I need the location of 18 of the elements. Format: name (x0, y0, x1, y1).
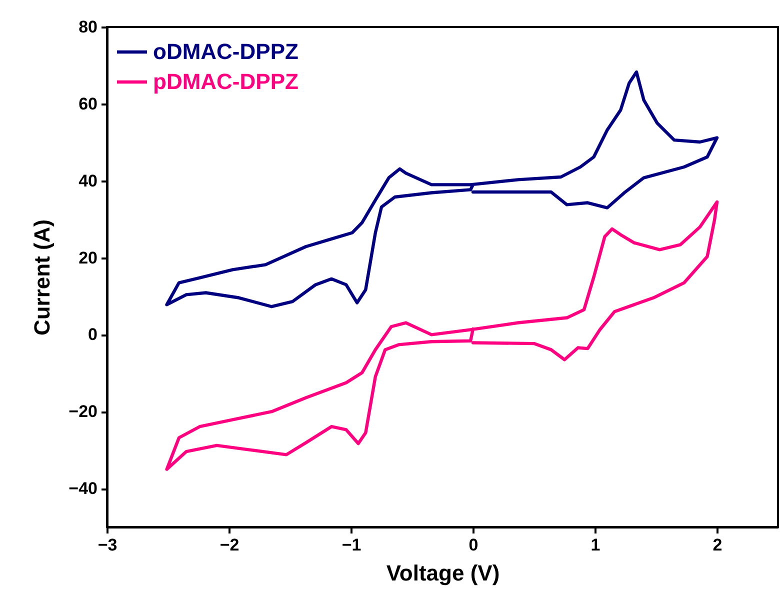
legend-label: oDMAC-DPPZ (153, 39, 298, 64)
y-tick-label: 60 (78, 94, 98, 114)
x-tick-label: −2 (220, 536, 240, 554)
x-tick-label: −3 (98, 536, 118, 554)
line-series (165, 200, 719, 471)
x-tick-label: 0 (468, 536, 478, 554)
y-tick-label: −20 (68, 402, 98, 422)
y-tick-label: 80 (78, 18, 98, 36)
y-tick-label: 20 (78, 248, 98, 268)
x-tick-label: −1 (342, 536, 362, 554)
y-tick-label: 40 (78, 171, 98, 190)
legend-label: pDMAC-DPPZ (153, 69, 298, 94)
x-tick-label: 1 (590, 536, 600, 554)
x-tick-label: 2 (712, 536, 722, 554)
y-tick-label: −40 (68, 479, 98, 498)
y-tick-label: 0 (88, 325, 98, 344)
x-axis-title: Voltage (V) (386, 560, 500, 586)
y-axis-title: Current (A) (30, 219, 55, 336)
